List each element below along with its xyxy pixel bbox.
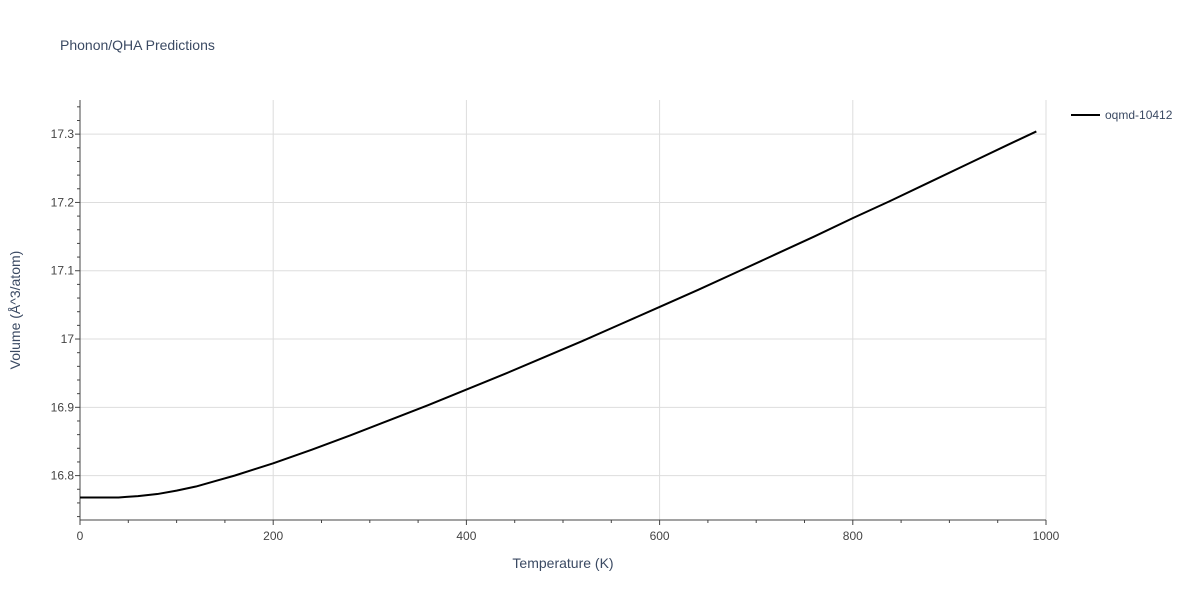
y-axis-title: Volume (Å^3/atom) — [7, 251, 23, 370]
y-tick-label: 16.9 — [51, 400, 75, 414]
legend[interactable]: oqmd-10412 — [1071, 108, 1173, 122]
x-tick-label: 400 — [456, 529, 476, 543]
x-axis-title: Temperature (K) — [512, 555, 613, 571]
legend-label: oqmd-10412 — [1105, 108, 1173, 122]
y-tick-label: 17.1 — [51, 264, 75, 278]
grid — [80, 100, 1047, 520]
chart-title: Phonon/QHA Predictions — [60, 37, 215, 53]
y-tick-label: 17 — [61, 332, 75, 346]
y-tick-label: 17.3 — [51, 127, 75, 141]
series-line[interactable] — [80, 130, 1037, 499]
x-tick-label: 200 — [263, 529, 283, 543]
x-tick-label: 800 — [843, 529, 863, 543]
x-tick-label: 600 — [650, 529, 670, 543]
axes: 0 200 400 600 800 1000 16.8 16.9 17 17.1 17.2 17.3 — [51, 100, 1060, 543]
x-tick-label: 0 — [77, 529, 84, 543]
series-layer — [80, 130, 1037, 499]
y-tick-label: 17.2 — [51, 195, 75, 209]
y-tick-label: 16.8 — [51, 469, 75, 483]
x-tick-label: 1000 — [1033, 529, 1060, 543]
